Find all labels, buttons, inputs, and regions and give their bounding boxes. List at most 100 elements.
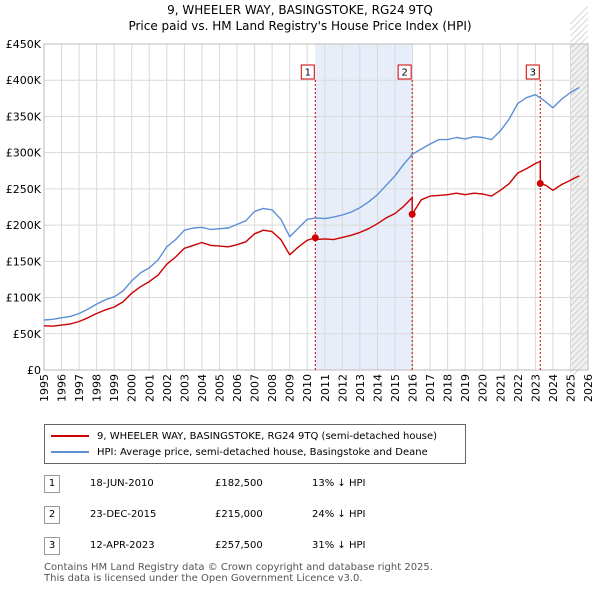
transaction-price: £215,000 — [215, 509, 263, 520]
legend-label-property: 9, WHEELER WAY, BASINGSTOKE, RG24 9TQ (s… — [97, 430, 438, 442]
hatch-line — [570, 348, 589, 367]
transaction-number: 1 — [44, 475, 60, 493]
hatch-line — [570, 12, 589, 31]
x-tick-label: 2019 — [459, 374, 472, 402]
hatch-line — [570, 264, 589, 283]
footer-license: This data is licensed under the Open Gov… — [44, 573, 363, 584]
sale-point — [536, 179, 544, 187]
hatch-line — [570, 270, 589, 289]
hatch-line — [570, 30, 589, 49]
hatch-line — [570, 72, 589, 91]
hatch-line — [570, 204, 589, 223]
hatch-line — [570, 156, 589, 175]
x-tick-label: 2009 — [284, 374, 297, 402]
transaction-date: 23-DEC-2015 — [90, 509, 157, 520]
y-tick-label: £150K — [6, 255, 42, 268]
hatch-line — [570, 336, 589, 355]
transaction-date: 12-APR-2023 — [90, 540, 155, 551]
x-tick-label: 2018 — [442, 374, 455, 402]
hatch-line — [570, 36, 589, 55]
hatch-line — [570, 90, 589, 109]
sale-marker-label: 2 — [401, 68, 407, 79]
x-tick-label: 2000 — [126, 374, 139, 402]
hatch-line — [570, 198, 589, 217]
x-tick-label: 2005 — [213, 374, 226, 402]
price-chart: 1 2 3 £0 £50K £100K £150K £200K £250K £300K £350K… — [6, 6, 595, 402]
sale-marker-box — [525, 64, 540, 80]
hatch-line — [570, 24, 589, 43]
y-tick-label: £400K — [6, 74, 42, 87]
shaded-range — [315, 44, 413, 370]
hatch-line — [570, 240, 589, 259]
hatch-line — [570, 108, 589, 127]
sale-marker-label: 1 — [305, 68, 311, 79]
y-tick-label: £350K — [6, 110, 42, 123]
sale-point — [311, 234, 319, 242]
y-tick-label: £200K — [6, 219, 42, 232]
x-tick-label: 2017 — [424, 374, 437, 402]
hatch-line — [570, 144, 589, 163]
x-tick-label: 2022 — [512, 374, 525, 402]
y-tick-label: £100K — [6, 292, 42, 305]
legend: 9, WHEELER WAY, BASINGSTOKE, RG24 9TQ (s… — [44, 424, 466, 464]
x-tick-label: 2007 — [249, 374, 262, 402]
x-tick-label: 2006 — [231, 374, 244, 402]
x-tick-label: 1997 — [73, 374, 86, 402]
y-tick-label: £0 — [27, 364, 41, 377]
sale-marker: 3 — [525, 64, 540, 80]
sale-marker: 2 — [397, 64, 412, 80]
transaction-price: £257,500 — [215, 540, 263, 551]
sale-marker: 1 — [300, 64, 315, 80]
hatch-line — [570, 132, 589, 151]
hatch-line — [570, 342, 589, 361]
legend-swatch-property — [51, 435, 89, 437]
hatch-line — [570, 66, 589, 85]
legend-swatch-hpi — [51, 451, 89, 453]
hatch-line — [570, 228, 589, 247]
x-tick-label: 2025 — [564, 374, 577, 402]
hatch-line — [570, 120, 589, 139]
property-price-line — [43, 160, 580, 327]
sale-marker-box — [300, 64, 315, 80]
footer: Contains HM Land Registry data © Crown c… — [44, 562, 433, 584]
hatch-line — [570, 6, 589, 25]
x-tick-label: 2010 — [301, 374, 314, 402]
x-tick-label: 2020 — [477, 374, 490, 402]
transaction-hpi-diff: 13% ↓ HPI — [312, 478, 366, 489]
x-tick-label: 2014 — [371, 374, 384, 402]
hatch-line — [570, 306, 589, 325]
x-tick-label: 2013 — [354, 374, 367, 402]
hatch-line — [570, 102, 589, 121]
x-tick-label: 2003 — [178, 374, 191, 402]
hatch-line — [570, 60, 589, 79]
transaction-hpi-diff: 31% ↓ HPI — [312, 540, 366, 551]
x-tick-label: 2024 — [547, 374, 560, 402]
x-tick-label: 2002 — [161, 374, 174, 402]
x-tick-label: 2011 — [319, 374, 332, 402]
hatch-line — [570, 300, 589, 319]
y-tick-label: £50K — [13, 328, 42, 341]
chart-title: 9, WHEELER WAY, BASINGSTOKE, RG24 9TQ — [167, 3, 433, 17]
hpi-line — [43, 86, 580, 321]
sale-point — [408, 210, 416, 218]
legend-item-property: 9, WHEELER WAY, BASINGSTOKE, RG24 9TQ (s… — [51, 429, 437, 443]
hatch-line — [570, 114, 589, 133]
x-tick-label: 2026 — [582, 374, 595, 402]
y-tick-label: £300K — [6, 147, 42, 160]
hatch-line — [570, 276, 589, 295]
transaction-price: £182,500 — [215, 478, 263, 489]
transaction-number: 2 — [44, 506, 60, 524]
hatch-line — [570, 84, 589, 103]
hatch-line — [570, 360, 589, 379]
hatch-line — [570, 234, 589, 253]
hatch-line — [570, 162, 589, 181]
y-tick-label: £450K — [6, 38, 42, 51]
hatch-line — [570, 96, 589, 115]
x-tick-label: 2004 — [196, 374, 209, 402]
hatch-line — [570, 78, 589, 97]
x-tick-label: 2015 — [389, 374, 402, 402]
hatch-line — [570, 48, 589, 67]
hatch-line — [570, 150, 589, 169]
sale-marker-label: 3 — [530, 68, 536, 79]
x-tick-label: 1998 — [91, 374, 104, 402]
